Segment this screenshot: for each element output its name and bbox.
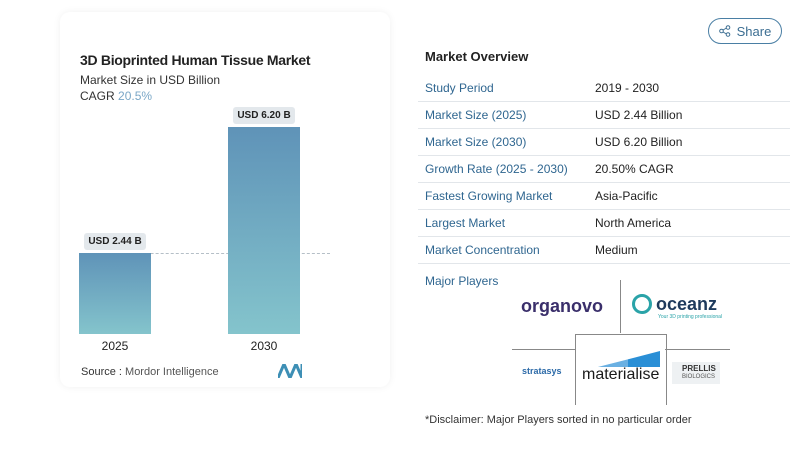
source-label: Source : (81, 366, 122, 378)
prellis-logo: PRELLIS BIOLOGICS (672, 362, 720, 384)
overview-row: Fastest Growing Market Asia-Pacific (418, 183, 790, 210)
prellis-text: PRELLIS (682, 364, 716, 373)
data-label: USD 6.20 B (233, 107, 295, 124)
disclaimer: *Disclaimer: Major Players sorted in no … (425, 414, 692, 426)
overview-row: Study Period 2019 - 2030 (418, 75, 790, 102)
overview-title: Market Overview (425, 49, 529, 64)
row-value: 20.50% CAGR (595, 162, 674, 176)
reference-line (80, 253, 330, 254)
organovo-logo: organovo (521, 296, 604, 316)
cagr-label: CAGR (80, 89, 115, 103)
row-label: Largest Market (425, 216, 506, 230)
row-value: North America (595, 216, 672, 230)
materialise-logo: materialise (582, 366, 660, 383)
source: Source : Mordor Intelligence (81, 366, 219, 378)
oceanz-ring-icon (632, 294, 652, 314)
chart-title: 3D Bioprinted Human Tissue Market (80, 52, 311, 68)
row-value: USD 6.20 Billion (595, 135, 683, 149)
cagr: CAGR 20.5% (80, 89, 152, 103)
overview-row: Market Size (2030) USD 6.20 Billion (418, 129, 790, 156)
overview-row: Market Size (2025) USD 2.44 Billion (418, 102, 790, 129)
row-label: Growth Rate (2025 - 2030) (425, 162, 568, 176)
share-button[interactable]: Share (708, 18, 782, 44)
mordor-logo-icon (278, 364, 302, 378)
share-icon (718, 25, 730, 37)
row-value: USD 2.44 Billion (595, 108, 683, 122)
source-value: Mordor Intelligence (125, 366, 219, 378)
bar-2030 (228, 127, 300, 334)
stratasys-logo: stratasys (522, 366, 562, 376)
data-label: USD 2.44 B (84, 232, 146, 250)
overview-row: Largest Market North America (418, 210, 790, 237)
row-label: Market Concentration (425, 243, 540, 257)
prellis-sub: BIOLOGICS (682, 374, 716, 380)
row-label: Fastest Growing Market (425, 189, 553, 203)
row-value: Asia-Pacific (595, 189, 658, 203)
bar-2025 (79, 252, 151, 334)
oceanz-tagline: Your 3D printing professional (658, 314, 723, 320)
materialise-mark-icon (598, 351, 660, 367)
row-label: Study Period (425, 81, 494, 95)
oceanz-logo: oceanz (656, 294, 718, 314)
row-label: Market Size (2025) (425, 108, 527, 122)
x-tick-label: 2025 (101, 339, 129, 353)
row-value: 2019 - 2030 (595, 81, 660, 95)
major-players-title: Major Players (425, 274, 499, 288)
cagr-value: 20.5% (118, 89, 153, 103)
x-tick-label: 2030 (250, 339, 278, 353)
chart-subtitle: Market Size in USD Billion (80, 73, 221, 87)
overview-row: Growth Rate (2025 - 2030) 20.50% CAGR (418, 156, 790, 183)
share-label: Share (736, 23, 772, 39)
overview-row: Market Concentration Medium (418, 237, 790, 264)
row-value: Medium (595, 243, 638, 257)
row-label: Market Size (2030) (425, 135, 527, 149)
